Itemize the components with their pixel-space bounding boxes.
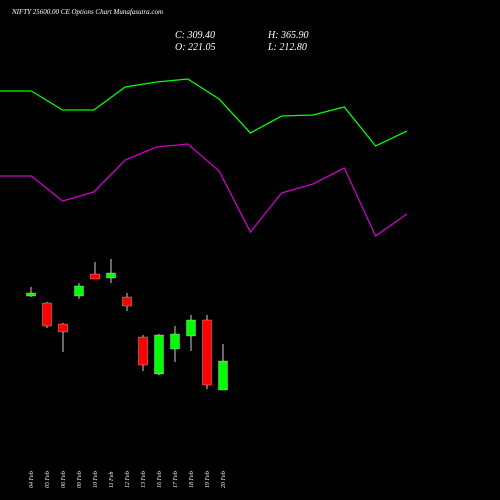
candle-body — [26, 292, 36, 297]
candle-body — [58, 323, 68, 333]
chart-title: NIFTY 25600.00 CE Options Chart Munafasu… — [11, 8, 163, 16]
candle-body — [90, 273, 100, 280]
x-tick-label: 12 Feb — [125, 471, 131, 488]
candle-body — [186, 319, 196, 337]
x-tick-label: 11 Feb — [109, 472, 115, 488]
candle-body — [218, 360, 228, 391]
line-series — [0, 78, 408, 147]
candle-body — [42, 302, 52, 327]
candle-body — [202, 319, 212, 386]
x-tick-label: 05 Feb — [45, 471, 51, 488]
x-tick-label: 10 Feb — [93, 471, 99, 488]
candle-body — [106, 272, 116, 279]
x-tick-label: 06 Feb — [61, 471, 67, 488]
candle-body — [170, 333, 180, 350]
x-tick-label: 09 Feb — [77, 471, 83, 488]
x-tick-label: 13 Feb — [141, 471, 147, 488]
x-tick-label: 19 Feb — [205, 471, 211, 488]
ohlc-label: H: 365.90 — [267, 30, 309, 41]
x-tick-label: 16 Feb — [157, 471, 163, 488]
candle-body — [138, 336, 148, 366]
x-tick-label: 20 Feb — [221, 471, 227, 488]
x-tick-label: 17 Feb — [173, 471, 179, 488]
ohlc-label: C: 309.40 — [175, 30, 215, 41]
ohlc-label: L: 212.80 — [267, 42, 307, 53]
candle-body — [74, 285, 84, 297]
candle-body — [154, 334, 164, 375]
candle-body — [122, 296, 132, 307]
x-tick-label: 04 Feb — [28, 471, 35, 488]
x-tick-label: 18 Feb — [189, 471, 195, 488]
line-series — [0, 143, 408, 237]
ohlc-label: O: 221.05 — [175, 42, 216, 53]
